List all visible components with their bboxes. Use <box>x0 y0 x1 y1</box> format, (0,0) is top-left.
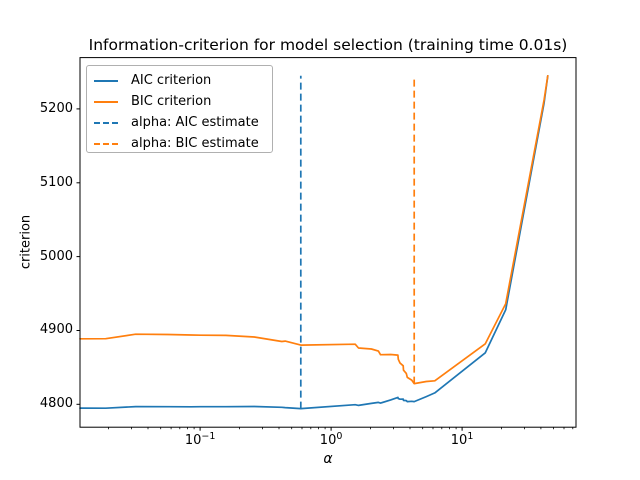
series-line-bic <box>79 74 549 385</box>
legend-item-label: AIC criterion <box>131 73 212 88</box>
legend-item-label: alpha: AIC estimate <box>131 115 259 130</box>
y-tick-label: 4800 <box>39 396 73 412</box>
x-tick-label: 10−1 <box>184 431 216 448</box>
x-tick-label: 100 <box>319 431 343 448</box>
y-tick-label: 4900 <box>39 322 73 338</box>
legend-solid-line-sample <box>94 79 118 82</box>
legend-item: BIC criterion <box>94 91 272 112</box>
legend-dashed-line-sample <box>94 121 118 124</box>
legend: AIC criterion BIC criterion alpha: AIC est… <box>86 65 273 153</box>
y-tick-label: 5100 <box>39 174 73 190</box>
x-axis-label: α <box>323 451 333 467</box>
y-tick-label: 5200 <box>39 100 73 116</box>
legend-item: alpha: AIC estimate <box>94 112 272 133</box>
legend-dashed-line-sample <box>94 142 118 145</box>
x-tick-label: 101 <box>450 431 474 448</box>
legend-item-label: BIC criterion <box>131 94 212 109</box>
legend-item: AIC criterion <box>94 70 272 91</box>
legend-item: alpha: BIC estimate <box>94 133 272 154</box>
series-line-aic <box>79 74 549 410</box>
chart-title: Information-criterion for model selectio… <box>88 36 568 54</box>
axes-frame <box>79 57 577 428</box>
legend-solid-line-sample <box>94 100 118 103</box>
y-tick-label: 5000 <box>39 248 73 264</box>
legend-item-label: alpha: BIC estimate <box>131 136 259 151</box>
